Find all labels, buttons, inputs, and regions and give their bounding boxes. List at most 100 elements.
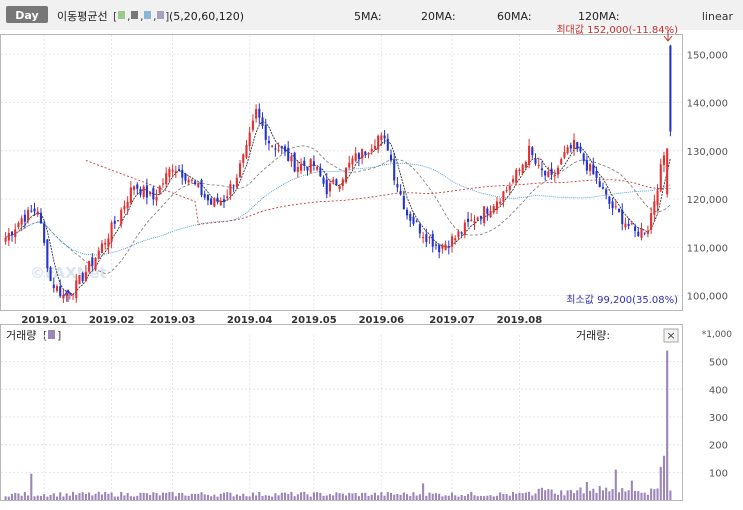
candle-body (585, 160, 588, 171)
min-annotation: 최소값 99,200(35.08%) (566, 294, 678, 306)
volume-bar (84, 494, 87, 500)
candle-body (614, 206, 617, 208)
volume-bar (463, 495, 466, 500)
date-tick-label: 2019.02 (89, 315, 135, 326)
candle-body (287, 147, 290, 161)
candle-body (91, 257, 94, 266)
volume-bar (431, 493, 434, 500)
candle-body (418, 224, 421, 234)
volume-bar (78, 493, 81, 500)
volume-bar (23, 491, 26, 500)
volume-bar (194, 494, 197, 500)
candle-body (277, 149, 280, 151)
candle-body (406, 209, 409, 216)
volume-bar (116, 496, 120, 500)
volume-bar (110, 492, 113, 500)
candle-body (508, 186, 511, 190)
candle-body (511, 179, 515, 183)
candle-body (393, 159, 396, 181)
volume-bar (627, 490, 630, 500)
candle-body (396, 184, 399, 188)
candle-body (454, 238, 457, 241)
candle-body (521, 164, 524, 174)
volume-bar (364, 492, 367, 500)
volume-bar (425, 495, 428, 500)
candle-body (216, 197, 219, 203)
svg-text:,: , (140, 10, 144, 23)
volume-close-button[interactable] (663, 328, 679, 343)
volume-bar (245, 496, 248, 500)
volume-bar (27, 495, 30, 500)
candle-body (412, 216, 415, 224)
candle-body (168, 168, 171, 177)
candle-body (431, 234, 434, 247)
volume-bar (235, 494, 238, 500)
volume-bar (165, 492, 168, 500)
candle-body (428, 237, 431, 239)
candle-body (364, 151, 367, 155)
svg-text:]: ] (57, 329, 61, 342)
volume-bar (142, 492, 145, 500)
candle-body (235, 177, 238, 187)
volume-bar (566, 490, 569, 500)
candle-body (589, 164, 592, 172)
scale-toggle[interactable]: linear (702, 10, 734, 23)
volume-bar (229, 492, 232, 500)
candle-body (17, 222, 20, 228)
volume-bar (409, 496, 412, 500)
volume-bar (476, 496, 479, 500)
candle-body (553, 174, 556, 176)
candle-body (296, 167, 299, 172)
candle-body (219, 201, 222, 206)
volume-bar (457, 496, 460, 500)
svg-text:,: , (127, 10, 131, 23)
volume-bar (312, 492, 315, 500)
volume-bar (133, 496, 136, 500)
volume-bar (36, 495, 39, 500)
volume-bar (309, 496, 312, 500)
candle-body (229, 183, 232, 196)
ma-legend-swatches[interactable]: [ , , , ] (113, 10, 169, 23)
volume-bar (450, 492, 454, 500)
volume-bar (479, 495, 482, 500)
candle-body (332, 179, 335, 183)
volume-title: 거래량 (6, 329, 36, 342)
candle-body (579, 146, 582, 152)
volume-bar (467, 494, 470, 500)
volume-bar (444, 495, 447, 500)
candle-body (36, 211, 39, 215)
candle-body (383, 135, 386, 139)
volume-bar (354, 493, 357, 500)
candle-body (495, 201, 499, 211)
volume-bar (511, 492, 515, 500)
volume-bar (72, 491, 75, 500)
volume-bar (515, 493, 518, 500)
candle-body (659, 164, 662, 191)
volume-swatch[interactable] (48, 330, 55, 339)
ma5-swatch[interactable] (118, 11, 125, 19)
candle-body (123, 205, 126, 210)
ma60-swatch[interactable] (144, 11, 151, 19)
candle-body (630, 223, 633, 225)
candle-body (184, 173, 187, 181)
volume-bar (129, 496, 132, 500)
date-tick-label: 2019.06 (359, 315, 405, 326)
candle-body (637, 231, 640, 236)
volume-bar (120, 492, 123, 500)
volume-bar (547, 489, 550, 500)
volume-bar (357, 496, 360, 500)
price-tick-label: 110,000 (687, 243, 728, 254)
svg-text:,: , (153, 10, 157, 23)
ma120-swatch[interactable] (157, 11, 164, 19)
volume-bar (145, 493, 148, 500)
volume-bar (62, 496, 65, 500)
period-tab[interactable] (6, 6, 48, 23)
candle-body (100, 243, 103, 254)
volume-bar (605, 487, 608, 500)
ma20-swatch[interactable] (131, 11, 138, 19)
volume-bar (271, 496, 274, 500)
candle-body (547, 171, 550, 178)
volume-bar (643, 492, 646, 500)
candle-body (149, 191, 152, 195)
volume-bar (219, 493, 222, 500)
